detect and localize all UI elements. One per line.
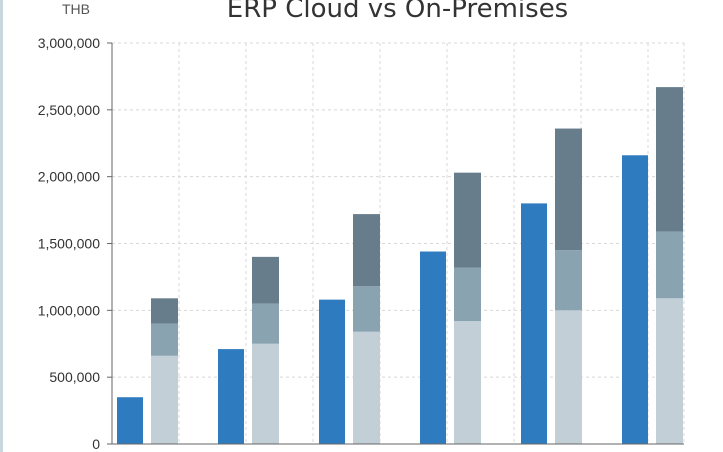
bar-on-premises-segment-3 (151, 298, 178, 324)
y-tick-label: 500,000 (49, 369, 100, 385)
bar-on-premises-segment-3 (353, 214, 380, 287)
bar-cloud (218, 349, 244, 444)
bar-on-premises-segment-1 (555, 310, 582, 444)
bar-on-premises-segment-2 (555, 250, 582, 311)
y-tick-label: 1,500,000 (38, 236, 100, 252)
y-tick-label: 1,000,000 (38, 302, 100, 318)
bar-on-premises-segment-2 (454, 267, 481, 322)
y-tick-label: 2,000,000 (38, 169, 100, 185)
bar-on-premises-segment-3 (252, 256, 279, 304)
chart-title: ERP Cloud vs On-Premises (226, 0, 569, 24)
bar-on-premises-segment-1 (151, 355, 178, 444)
bar-cloud (521, 203, 547, 444)
bar-on-premises-segment-2 (252, 303, 279, 344)
bar-cloud (319, 299, 345, 444)
bar-on-premises-segment-2 (656, 231, 683, 299)
bar-cloud (622, 155, 648, 444)
bar-on-premises-segment-3 (656, 87, 683, 232)
bar-on-premises-segment-2 (151, 323, 178, 356)
bar-cloud (117, 397, 143, 444)
bar-on-premises-segment-1 (656, 298, 683, 444)
bar-on-premises-segment-3 (454, 172, 481, 268)
y-tick-label: 0 (92, 436, 100, 452)
y-tick-label: 2,500,000 (38, 102, 100, 118)
bar-on-premises-segment-1 (353, 331, 380, 444)
y-tick-label: 3,000,000 (38, 35, 100, 51)
bar-on-premises-segment-2 (353, 286, 380, 332)
bar-cloud (420, 251, 446, 444)
bar-on-premises-segment-1 (252, 343, 279, 444)
left-border (0, 0, 3, 452)
bar-on-premises-segment-1 (454, 321, 481, 444)
bar-on-premises-segment-3 (555, 128, 582, 251)
y-axis-unit-label: THB (62, 1, 90, 17)
